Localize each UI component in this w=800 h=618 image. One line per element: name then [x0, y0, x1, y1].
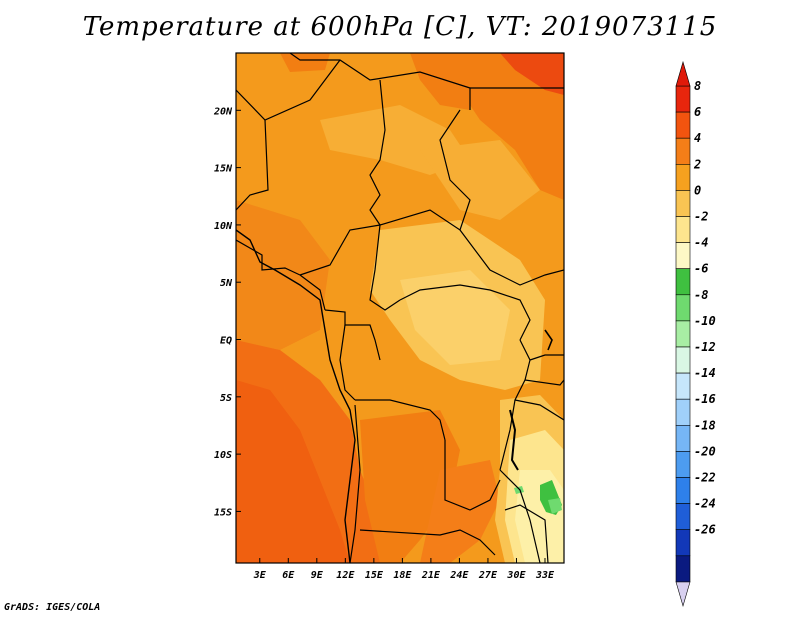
colorbar-swatch — [675, 320, 691, 348]
plot-frame — [235, 52, 565, 564]
x-tick-label: 3E — [253, 570, 267, 581]
colorbar-label: -8 — [694, 288, 708, 302]
x-tick-label: 9E — [311, 570, 324, 581]
colorbar-arrow-top — [675, 60, 691, 87]
colorbar-label: -22 — [694, 471, 716, 485]
colorbar-swatch — [675, 503, 691, 531]
colorbar-label: -12 — [694, 340, 716, 354]
x-tick-label: 33E — [535, 570, 555, 581]
colorbar-swatch — [675, 555, 691, 583]
colorbar-label: -24 — [694, 497, 716, 511]
colorbar-arrow-bottom — [675, 581, 691, 607]
colorbar-label: 4 — [694, 131, 701, 145]
y-tick-label: 10S — [214, 450, 232, 461]
y-tick-label: 5S — [220, 393, 232, 404]
x-tick-label: 15E — [365, 570, 384, 581]
colorbar-swatch — [675, 529, 691, 557]
y-axis: 20N 15N 10N 5N EQ 5S 10S 15S — [213, 106, 241, 518]
colorbar-swatch — [675, 398, 691, 426]
x-tick-label: 24E — [449, 570, 469, 581]
country-borders — [236, 53, 564, 563]
colorbar-swatch — [675, 477, 691, 504]
colorbar-swatch — [675, 216, 691, 243]
temperature-field — [236, 53, 564, 563]
x-tick-label: 18E — [393, 570, 412, 581]
colorbar-label: -2 — [694, 210, 708, 224]
y-tick-label: 15S — [214, 507, 232, 518]
x-tick-label: 27E — [478, 570, 498, 581]
colorbar-label: -20 — [694, 444, 716, 458]
colorbar-swatch — [675, 137, 691, 165]
colorbar-swatch — [675, 268, 691, 296]
y-tick-label: 15N — [214, 164, 233, 175]
colorbar-label: 0 — [694, 183, 701, 197]
colorbar-swatch — [675, 242, 691, 270]
colorbar-swatch — [675, 85, 691, 113]
x-axis: 3E 6E 9E 12E 15E 18E 21E 24E 27E 30E 33E — [253, 558, 555, 581]
x-tick-label: 12E — [336, 570, 355, 581]
colorbar-label: 8 — [694, 79, 701, 93]
colorbar-swatch — [675, 111, 691, 139]
colorbar-label: 6 — [694, 105, 701, 119]
colorbar-swatch — [675, 294, 691, 322]
colorbar-swatch — [675, 451, 691, 478]
colorbar-swatch — [675, 372, 691, 400]
colorbar-label: -26 — [694, 523, 716, 537]
colorbar-swatch — [675, 424, 691, 452]
colorbar-swatch — [675, 190, 691, 217]
x-tick-label: 30E — [506, 570, 526, 581]
y-tick-label: 20N — [213, 106, 233, 117]
x-tick-label: 21E — [421, 570, 441, 581]
y-tick-label: 10N — [214, 221, 233, 232]
grads-credit: GrADS: IGES/COLA — [4, 602, 101, 613]
colorbar-label: -10 — [694, 314, 716, 328]
colorbar: 8 6 4 2 0 -2 -4 -6 -8 -10 -12 -14 -16 -18 -20 -22 -24 -26 — [675, 60, 716, 607]
coastline — [236, 229, 553, 563]
colorbar-label: -6 — [694, 262, 708, 276]
colorbar-label: -16 — [694, 392, 716, 406]
y-tick-label: 5N — [220, 278, 233, 289]
colorbar-label: 2 — [693, 157, 701, 171]
x-tick-label: 6E — [282, 570, 295, 581]
colorbar-label: -14 — [694, 366, 716, 380]
chart-title: Temperature at 600hPa [C], VT: 201907311… — [82, 12, 718, 42]
colorbar-swatch — [675, 346, 691, 374]
colorbar-label: -18 — [694, 418, 716, 432]
colorbar-label: -4 — [694, 236, 708, 250]
y-tick-label: EQ — [220, 336, 232, 347]
colorbar-swatch — [675, 164, 691, 191]
